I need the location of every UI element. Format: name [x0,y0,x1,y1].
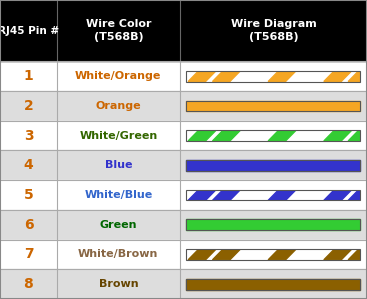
Bar [0,121,367,150]
Text: 6: 6 [23,218,33,232]
Bar [0,269,367,299]
Polygon shape [188,71,216,82]
Text: Green: Green [99,220,137,230]
Text: 5: 5 [23,188,33,202]
Bar [0,0,367,61]
Polygon shape [188,190,216,200]
Bar [186,219,360,230]
Bar [0,150,367,180]
Bar [186,130,360,141]
Polygon shape [324,71,352,82]
Text: 2: 2 [23,99,33,113]
Text: Blue: Blue [105,160,132,170]
Bar [186,71,360,82]
Polygon shape [348,249,367,260]
Polygon shape [212,130,240,141]
Polygon shape [212,190,240,200]
Bar [0,91,367,121]
Polygon shape [212,249,240,260]
Bar [0,210,367,239]
Bar [186,100,360,111]
Polygon shape [188,249,216,260]
Bar [186,279,360,289]
Bar [0,239,367,269]
Text: White/Brown: White/Brown [78,249,159,260]
Text: Wire Diagram
(T568B): Wire Diagram (T568B) [230,19,316,42]
Text: White/Orange: White/Orange [75,71,161,81]
Polygon shape [324,130,352,141]
Bar [186,130,360,141]
Polygon shape [348,130,367,141]
Bar [186,71,360,82]
Text: 1: 1 [23,69,33,83]
Text: 4: 4 [23,158,33,172]
Text: Brown: Brown [99,279,138,289]
Polygon shape [212,71,240,82]
Bar [0,61,367,91]
Bar [186,71,360,82]
Bar [186,190,360,200]
Polygon shape [324,249,352,260]
Polygon shape [268,249,296,260]
Text: 7: 7 [23,248,33,262]
Text: Orange: Orange [95,101,141,111]
Bar [186,249,360,260]
Bar [186,190,360,200]
Polygon shape [348,71,367,82]
Polygon shape [324,190,352,200]
Bar [186,279,360,289]
Polygon shape [268,71,296,82]
Bar [186,130,360,141]
Bar [186,249,360,260]
Bar [0,180,367,210]
Bar [186,160,360,171]
Bar [186,160,360,171]
Text: 8: 8 [23,277,33,291]
Bar [186,219,360,230]
Text: White/Green: White/Green [79,131,157,141]
Bar [186,190,360,200]
Polygon shape [268,190,296,200]
Polygon shape [348,190,367,200]
Polygon shape [188,130,216,141]
Text: Wire Color
(T568B): Wire Color (T568B) [86,19,151,42]
Bar [186,100,360,111]
Bar [186,249,360,260]
Text: White/Blue: White/Blue [84,190,152,200]
Text: RJ45 Pin #: RJ45 Pin # [0,26,59,36]
Polygon shape [268,130,296,141]
Text: 3: 3 [23,129,33,143]
